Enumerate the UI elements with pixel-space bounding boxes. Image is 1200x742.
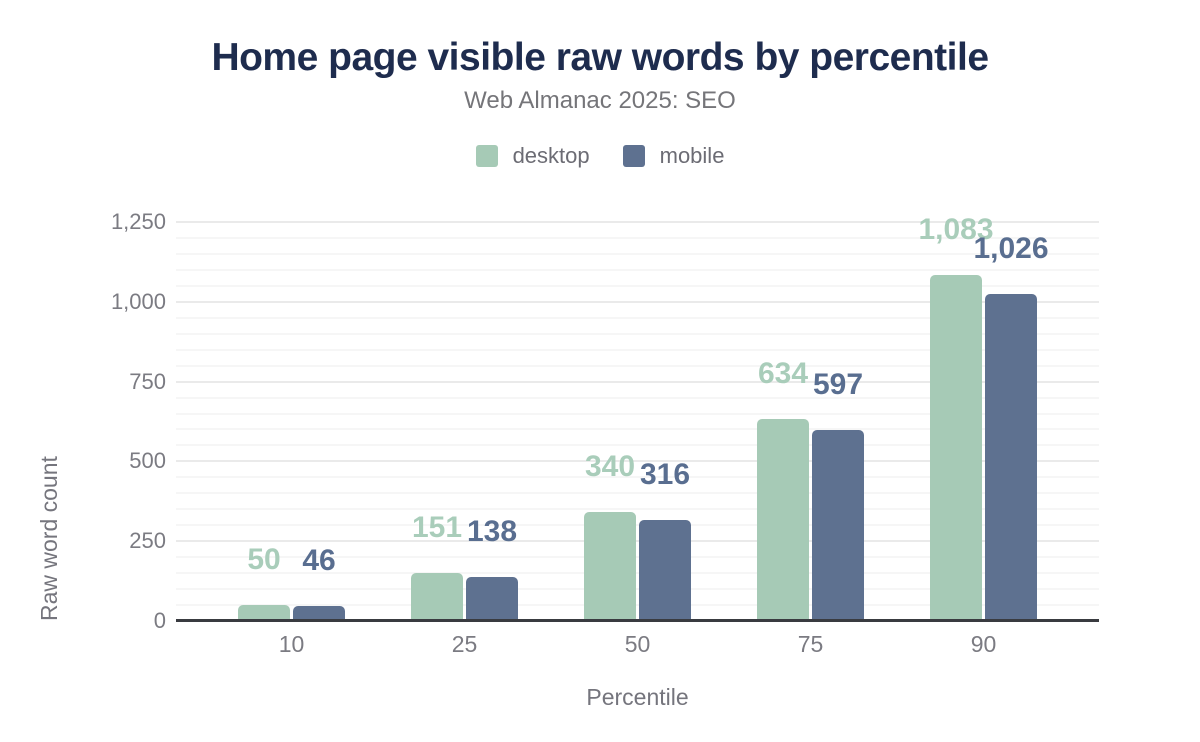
legend-item-desktop: desktop [475,143,590,169]
gridlines [176,221,1099,621]
gridline-minor [176,364,1099,367]
bar-group-25: 151 138 25 [411,222,518,657]
bar-value-label: 138 [466,515,518,548]
gridline-minor [176,428,1099,431]
bar-value-label: 316 [639,458,691,491]
gridline-minor [176,572,1099,575]
gridline-major [176,460,1099,463]
legend-label-desktop: desktop [512,143,590,168]
x-tick-label: 25 [451,631,478,657]
gridline-major [176,300,1099,303]
bar-desktop-50: 340 [584,452,636,621]
x-axis-title: Percentile [586,684,689,710]
x-tick-label: 75 [797,631,824,657]
y-tick-label: 0 [153,608,166,633]
gridline-minor [176,524,1099,527]
bar-value-label: 50 [247,543,281,576]
y-tick-label: 500 [129,448,166,474]
gridline-minor [176,604,1099,607]
gridline-major [176,380,1099,383]
bar-mobile-90: 1,026 [973,234,1049,621]
bar-value-label: 340 [584,450,636,483]
gridline-minor [176,396,1099,399]
bar-groups: 50 46 10 151 138 25 340 316 50 634 597 75 1,083 1,026… [176,215,1099,658]
gridline-minor [176,476,1099,479]
gridline-minor [176,236,1099,239]
gridline-minor [176,508,1099,511]
x-tick-label: 50 [624,631,651,657]
gridline-minor [176,412,1099,415]
y-axis-labels: 0 250 500 750 1,000 1,250 [0,209,166,633]
bar-mobile-50: 316 [639,460,691,621]
legend-item-mobile: mobile [622,143,725,169]
y-tick-label: 250 [129,528,166,554]
gridline-minor [176,268,1099,271]
bar-value-label: 1,026 [973,232,1049,265]
legend-label-mobile: mobile [659,143,725,168]
gridline-minor [176,316,1099,319]
gridline-minor [176,332,1099,335]
gridline-minor [176,588,1099,591]
bar-mobile-25: 138 [466,517,518,621]
gridline-major [176,221,1099,223]
gridline-minor [176,556,1099,559]
plot-area: 50 46 10 151 138 25 340 316 50 634 597 75 1,083 1,026… [176,215,1099,658]
bar-group-75: 634 597 75 [757,222,864,657]
bar-value-label: 46 [302,544,336,577]
chart-title: Home page visible raw words by percentil… [211,36,989,79]
y-tick-label: 1,250 [110,209,166,234]
gridline-minor [176,284,1099,287]
y-tick-label: 1,000 [110,288,166,314]
bar-value-label: 634 [757,357,809,390]
x-tick-label: 10 [278,631,305,657]
y-tick-label: 750 [129,368,166,394]
x-tick-label: 90 [970,631,997,657]
gridline-minor [176,348,1099,351]
x-axis-line [176,619,1099,622]
mobile-swatch-icon [622,145,645,167]
chart-subtitle: Web Almanac 2025: SEO [464,87,736,114]
bar-value-label: 151 [411,511,463,544]
bar-group-50: 340 316 50 [584,222,691,657]
bar-desktop-10: 50 [238,545,290,621]
bar-desktop-90: 1,083 [918,215,994,621]
bar-value-label: 1,083 [918,213,994,246]
bar-mobile-75: 597 [812,370,864,621]
gridline-minor [176,492,1099,495]
bar-mobile-10: 46 [293,546,345,621]
bar-desktop-25: 151 [411,513,463,621]
desktop-swatch-icon [475,145,498,167]
gridline-minor [176,252,1099,255]
legend: desktop mobile [0,143,1200,169]
gridline-major [176,540,1099,543]
bar-group-90: 1,083 1,026 90 [918,215,1049,658]
bar-group-10: 50 46 10 [238,222,345,657]
bar-value-label: 597 [812,368,864,401]
bar-desktop-75: 634 [757,359,809,621]
gridline-minor [176,444,1099,447]
